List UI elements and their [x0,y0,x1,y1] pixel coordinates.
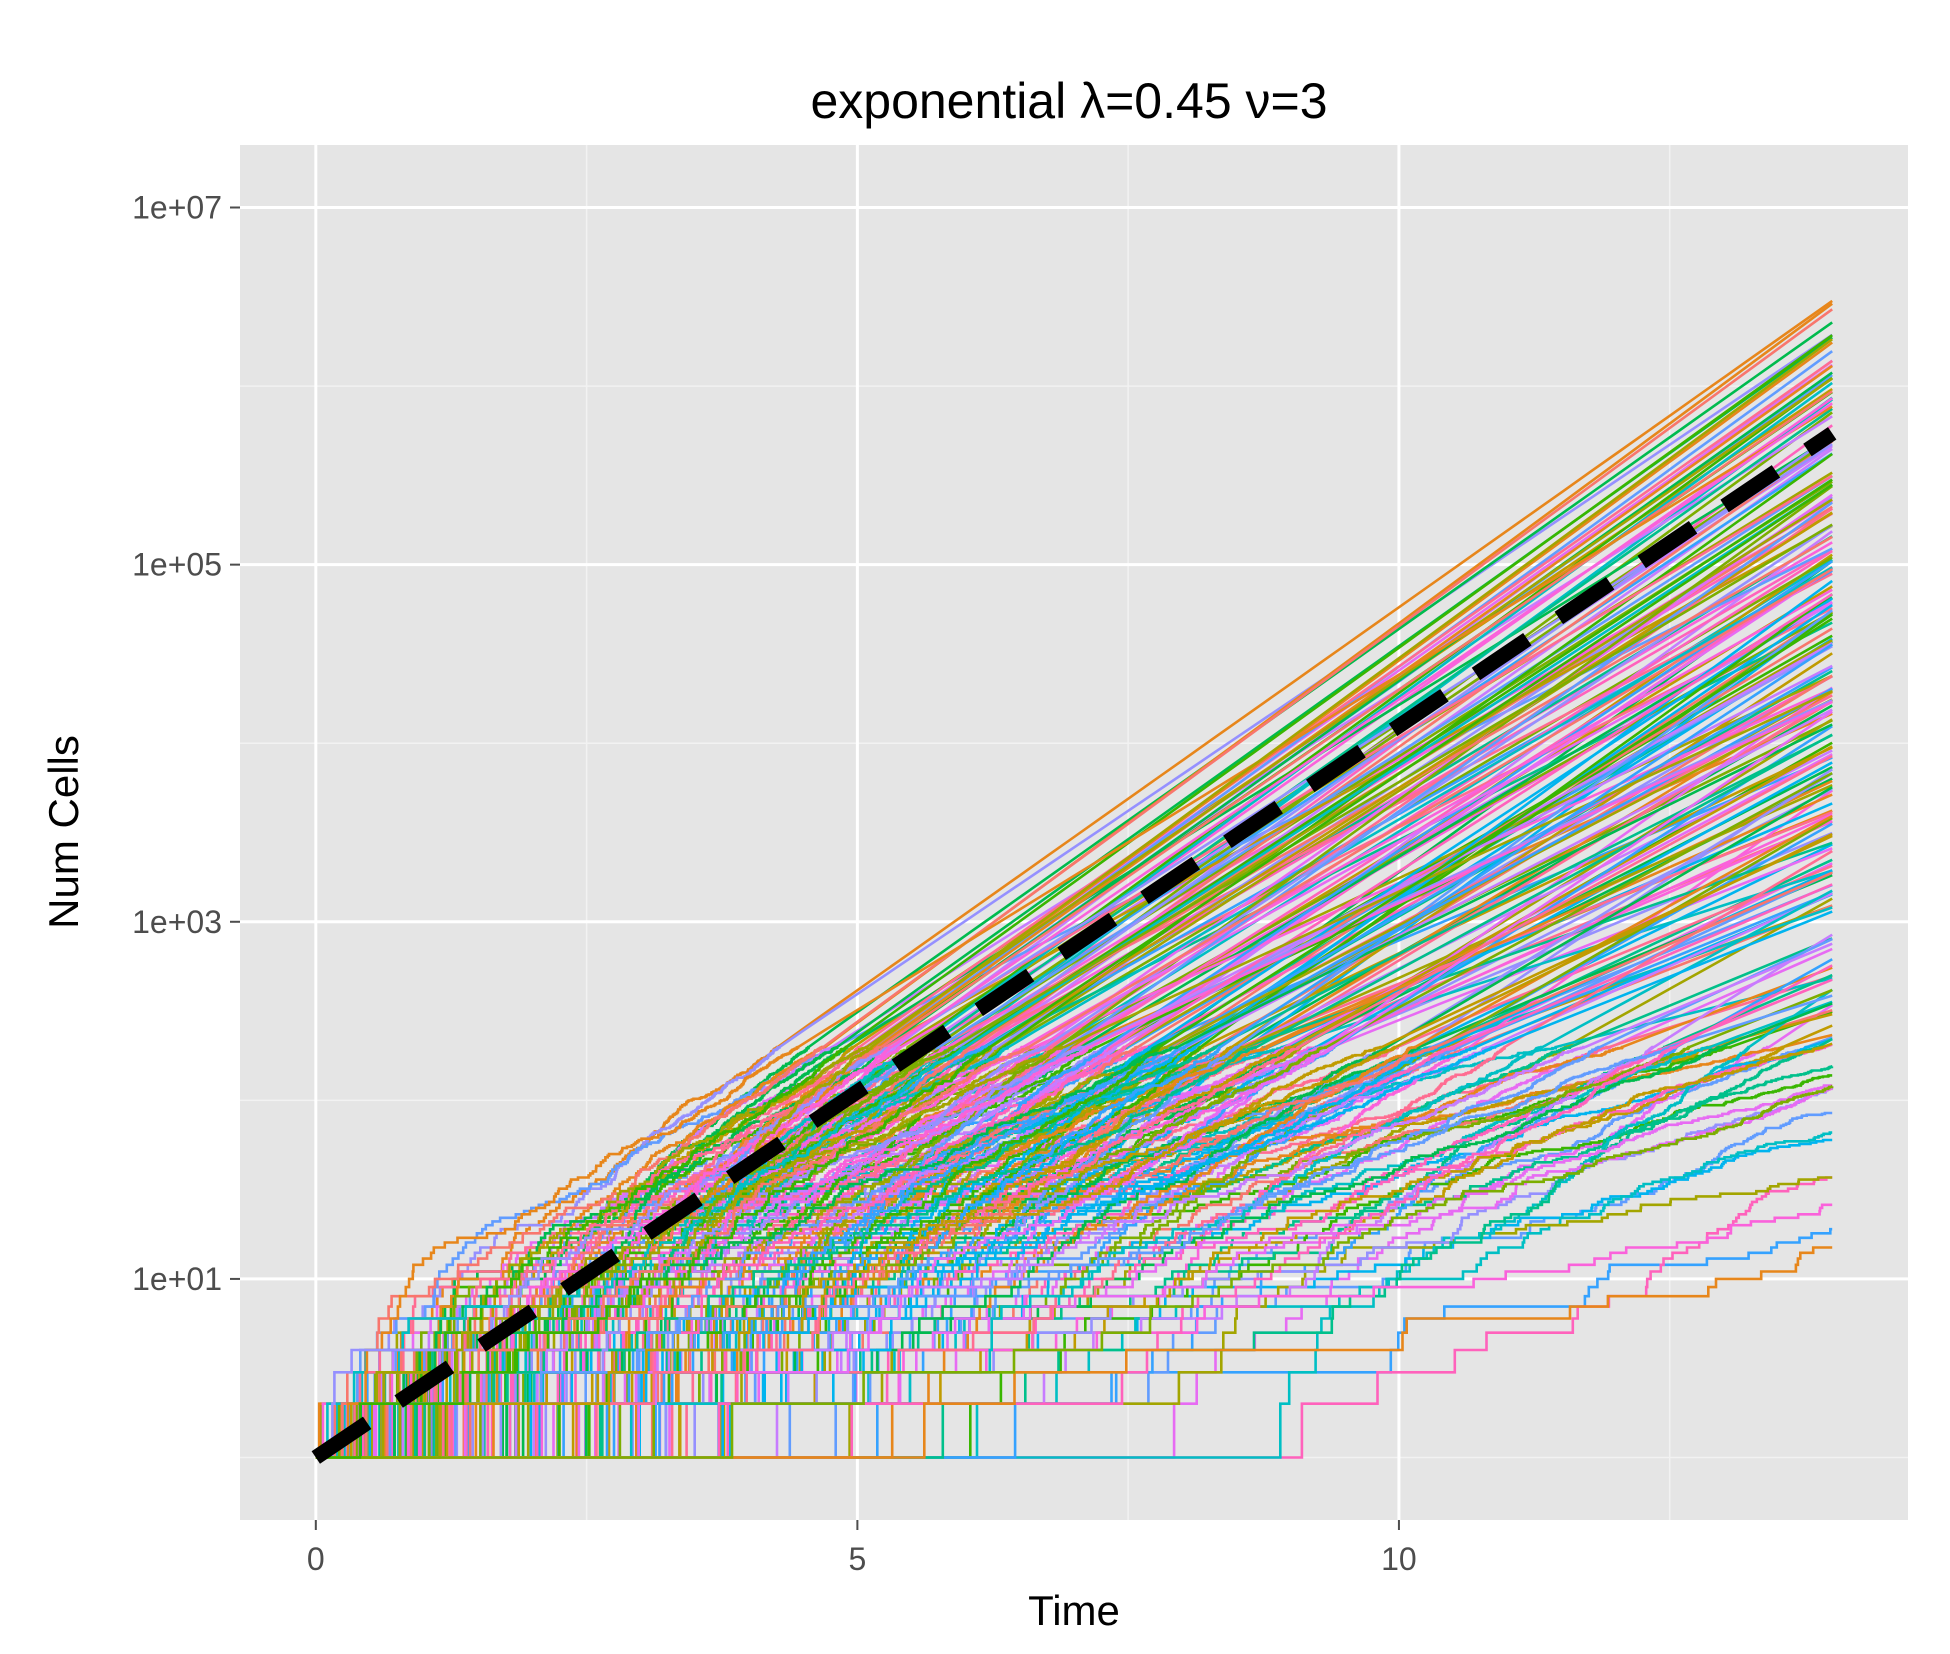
trajectory-line [315,937,1833,1459]
trajectory-line [315,723,1833,1459]
y-tick-label: 1e+03 [132,904,222,940]
trajectory-line [315,942,1833,1459]
trajectory-line [315,994,1833,1459]
trajectory-line [315,334,1833,1459]
trajectory-line [315,568,1833,1459]
trajectory-line [315,1138,1833,1459]
trajectory-line [315,700,1833,1459]
chart-title: exponential λ=0.45 ν=3 [810,73,1327,129]
trajectory-line [315,871,1833,1459]
y-axis: 1e+01 1e+03 1e+05 1e+07 [132,190,240,1297]
trajectory-line [315,964,1833,1459]
trajectory-line [315,710,1833,1459]
trajectory-line [315,1246,1833,1459]
trajectory-line [315,333,1833,1459]
trajectory-line [315,733,1833,1459]
trajectory-line [315,889,1833,1459]
trajectory-line [315,834,1833,1459]
trajectory-line [315,593,1833,1459]
trajectory-line [315,483,1833,1459]
trajectory-line [315,686,1833,1459]
trajectory-line [315,771,1833,1459]
trajectory-line [315,1002,1833,1459]
trajectory-line [315,687,1833,1459]
trajectory-line [315,435,1833,1459]
trajectory-line [315,308,1833,1459]
trajectory-line [315,1012,1833,1459]
trajectory-line [315,643,1833,1459]
trajectory-line [315,910,1833,1459]
x-tick-label: 10 [1381,1541,1417,1577]
trajectory-line [315,609,1833,1459]
trajectory-line [315,1084,1834,1459]
trajectory-line [315,832,1833,1459]
trajectory-line [315,690,1833,1459]
trajectory-line [315,849,1833,1459]
trajectory-line [315,1131,1833,1459]
trajectory-line [315,566,1833,1459]
trajectory-line [315,1037,1833,1459]
trajectory-line [315,754,1833,1459]
trajectory-line [315,869,1833,1459]
trajectory-line [315,402,1833,1459]
x-tick-label: 0 [307,1541,325,1577]
x-tick-label: 5 [848,1541,866,1577]
trajectory-line [315,1084,1833,1459]
trajectory-line [315,501,1833,1459]
trajectory-line [315,483,1833,1459]
x-axis: 0 5 10 [307,1520,1417,1577]
trajectory-line [315,699,1833,1459]
trajectory-line [315,1042,1833,1459]
mean-reference-line [311,427,1837,1464]
trajectory-line [315,579,1833,1459]
trajectory-line [315,405,1833,1459]
x-axis-title: Time [1028,1587,1120,1634]
reference-lines [311,427,1837,1464]
trajectory-line [315,443,1833,1459]
y-axis-title: Num Cells [40,735,87,929]
trajectory-line [315,1074,1833,1459]
trajectory-line [315,988,1833,1459]
trajectory-line [315,338,1833,1459]
y-tick-label: 1e+05 [132,547,222,583]
y-tick-label: 1e+01 [132,1261,222,1297]
trajectory-line [315,652,1833,1459]
y-tick-label: 1e+07 [132,190,222,226]
